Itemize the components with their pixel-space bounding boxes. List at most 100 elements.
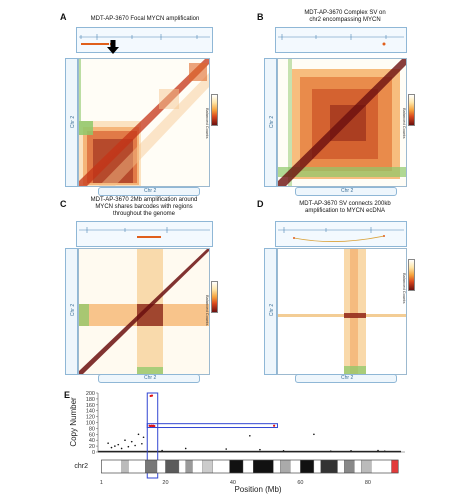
ideogram-band (253, 459, 274, 474)
data-point (259, 448, 261, 451)
data-point (141, 442, 143, 445)
col-axis-label: Chr 2 (144, 188, 157, 194)
data-point (117, 443, 120, 446)
panel-title-line: throughout the genome (112, 211, 176, 217)
gene-track (76, 221, 213, 247)
x-ticks: 1 20 40 60 80 (100, 480, 371, 486)
panel-b: B MDT-AP-3670 Complex SV on chr2 encompa… (255, 10, 420, 196)
data-point (184, 447, 187, 450)
data-point (282, 450, 285, 452)
ideogram-band (202, 459, 213, 474)
col-axis-label: Chr 2 (341, 375, 354, 381)
ideogram-band (165, 459, 180, 474)
x-tick-label: 40 (230, 480, 236, 486)
panel-title: MDT-AP-3670 SV connects 200kb amplificat… (275, 201, 415, 215)
panel-title-line: amplification to MYCN ecDNA (304, 208, 386, 214)
y-tick-label: 200 (86, 391, 95, 397)
colorbar (408, 94, 415, 126)
data-points (98, 394, 401, 453)
data-point (127, 445, 130, 448)
y-tick-label: 120 (86, 415, 95, 421)
ideogram-band (192, 459, 203, 474)
baseline-points (98, 450, 401, 453)
ideogram-band (371, 459, 392, 474)
contact-matrix (78, 58, 210, 187)
ideogram-band (185, 459, 193, 474)
data-point (313, 433, 315, 436)
ideogram-band (337, 459, 345, 474)
panel-c: C MDT-AP-3670 2Mb amplification around M… (60, 197, 220, 383)
col-axis-track: Chr 2 (98, 374, 200, 383)
col-axis-label: Chr 2 (341, 188, 354, 194)
ideogram-band (242, 459, 254, 474)
data-point (120, 447, 123, 450)
colorbar-label: Balanced Counts (205, 108, 210, 139)
ideogram-band (360, 459, 372, 474)
highlight-box (146, 423, 278, 429)
data-point (350, 450, 352, 452)
panel-title: MDT-AP-3670 Complex SV on chr2 encompass… (275, 10, 415, 24)
y-tick-label: 60 (89, 432, 95, 438)
panel-e: E 0 20 40 60 80 100 120 140 160 180 200 1 20 40 60 80 … (0, 384, 474, 496)
ideogram-band (290, 459, 301, 474)
data-point (329, 450, 332, 452)
y-tick-label: 0 (92, 450, 95, 456)
gene-track (76, 27, 213, 53)
gene-track-svg (278, 227, 404, 242)
contact-matrix (78, 248, 210, 375)
y-tick-label: 20 (89, 444, 95, 450)
panel-d: D MDT-AP-3670 SV connects 200kb amplific… (255, 197, 420, 383)
contact-matrix-svg (278, 59, 406, 186)
x-tick-label: 20 (162, 480, 168, 486)
gene-track (275, 27, 407, 53)
data-point (161, 449, 163, 452)
col-axis-track: Chr 2 (295, 187, 397, 196)
arrow-down-icon (107, 40, 119, 54)
y-tick-label: 100 (86, 421, 95, 427)
x-tick-label: 80 (365, 480, 371, 486)
panel-a: A MDT-AP-3670 Focal MYCN amplification C… (60, 10, 220, 196)
y-axis-label: Copy Number (69, 397, 78, 447)
gene-track-svg (79, 227, 210, 238)
data-point (110, 446, 113, 449)
row-axis-track: Chr 2 (264, 58, 277, 187)
ideogram-band (229, 459, 244, 474)
highlight-box (146, 392, 159, 479)
data-point (134, 444, 136, 447)
col-axis-label: Chr 2 (144, 375, 157, 381)
y-tick-label: 180 (86, 397, 95, 403)
row-axis-track: Chr 2 (65, 58, 78, 187)
data-point (225, 448, 227, 450)
x-tick-label: 1 (100, 480, 103, 486)
row-axis-track: Chr 2 (65, 248, 78, 375)
colorbar-label: Balanced Counts (205, 295, 210, 326)
row-axis-label: Chr 2 (269, 303, 276, 317)
ideogram-band (178, 459, 186, 474)
col-axis-track: Chr 2 (98, 187, 200, 196)
ideogram-band (128, 459, 146, 474)
panel-title-line: MDT-AP-3670 Complex SV on (304, 10, 386, 16)
ideogram-outline (101, 459, 399, 474)
x-tick-label: 60 (297, 480, 303, 486)
panel-title-line: MDT-AP-3670 Focal MYCN amplification (90, 16, 200, 22)
ideogram-band (273, 459, 281, 474)
ideogram-band (344, 459, 355, 474)
panel-title: MDT-AP-3670 2Mb amplification around MYC… (74, 197, 214, 218)
gene-track-svg (278, 34, 404, 46)
y-tick-label: 160 (86, 403, 95, 409)
row-axis-label: Chr 2 (70, 303, 77, 317)
ideogram-band (354, 459, 362, 474)
ideogram-band (300, 459, 315, 474)
ideogram-band (145, 459, 158, 474)
panel-label: C (60, 199, 67, 209)
data-point (150, 394, 154, 397)
panel-title-line: MYCN shares barcodes with regions (95, 204, 193, 210)
panel-title-line: MDT-AP-3670 SV connects 200kb (299, 201, 391, 207)
panel-title-line: chr2 encompassing MYCN (309, 17, 381, 23)
ideogram-band (313, 459, 321, 474)
data-point (124, 439, 126, 441)
contact-matrix-svg (79, 249, 209, 374)
data-point (137, 433, 140, 436)
